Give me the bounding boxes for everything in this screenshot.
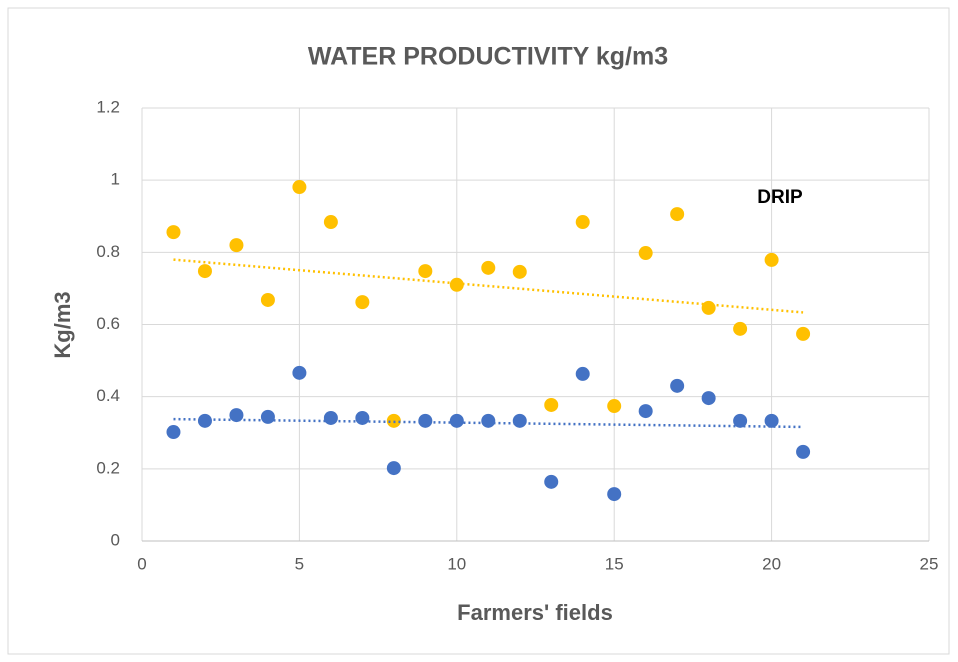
data-point (575, 366, 590, 381)
data-point (481, 413, 496, 428)
data-point (260, 409, 275, 424)
data-point (166, 225, 181, 240)
data-point (292, 365, 307, 380)
chart-frame (7, 7, 950, 655)
data-point (764, 413, 779, 428)
x-tick-label: 0 (137, 554, 146, 573)
data-point (449, 277, 464, 292)
x-axis-label: Farmers' fields (457, 600, 613, 625)
data-point (418, 264, 433, 279)
data-point (575, 215, 590, 230)
data-point (796, 326, 811, 341)
y-tick-label: 1.2 (96, 97, 120, 116)
x-tick-label: 20 (762, 554, 781, 573)
data-point (701, 300, 716, 315)
data-point (481, 260, 496, 275)
data-point (166, 425, 181, 440)
data-point (386, 461, 401, 476)
y-tick-label: 0.6 (96, 314, 120, 333)
y-axis-label: Kg/m3 (50, 291, 75, 358)
data-point (544, 397, 559, 412)
data-point (701, 391, 716, 406)
data-point (670, 207, 685, 222)
data-point (607, 487, 622, 502)
data-point (323, 215, 338, 230)
x-tick-label: 25 (920, 554, 939, 573)
data-point (355, 410, 370, 425)
data-point (512, 413, 527, 428)
y-tick-label: 0 (111, 530, 120, 549)
data-point (418, 413, 433, 428)
x-tick-label: 10 (447, 554, 466, 573)
y-tick-label: 0.8 (96, 242, 120, 261)
data-point (764, 252, 779, 267)
data-point (197, 264, 212, 279)
annotation: DRIP (757, 187, 803, 208)
data-point (355, 295, 370, 310)
x-tick-label: 5 (295, 554, 304, 573)
data-point (449, 413, 464, 428)
data-point (292, 180, 307, 195)
data-point (607, 399, 622, 414)
data-point (512, 264, 527, 279)
y-tick-label: 0.4 (96, 386, 120, 405)
data-point (670, 378, 685, 393)
data-point (229, 238, 244, 253)
data-point (197, 413, 212, 428)
data-point (544, 474, 559, 489)
chart-title: WATER PRODUCTIVITY kg/m3 (308, 43, 668, 71)
data-point (796, 444, 811, 459)
y-tick-label: 0.2 (96, 458, 120, 477)
data-point (638, 404, 653, 419)
trendline (173, 258, 804, 314)
data-point (733, 321, 748, 336)
data-point (229, 408, 244, 423)
data-point (733, 413, 748, 428)
y-tick-label: 1 (111, 170, 120, 189)
data-point (323, 410, 338, 425)
data-point (260, 292, 275, 307)
x-tick-label: 15 (605, 554, 624, 573)
data-point (638, 246, 653, 261)
